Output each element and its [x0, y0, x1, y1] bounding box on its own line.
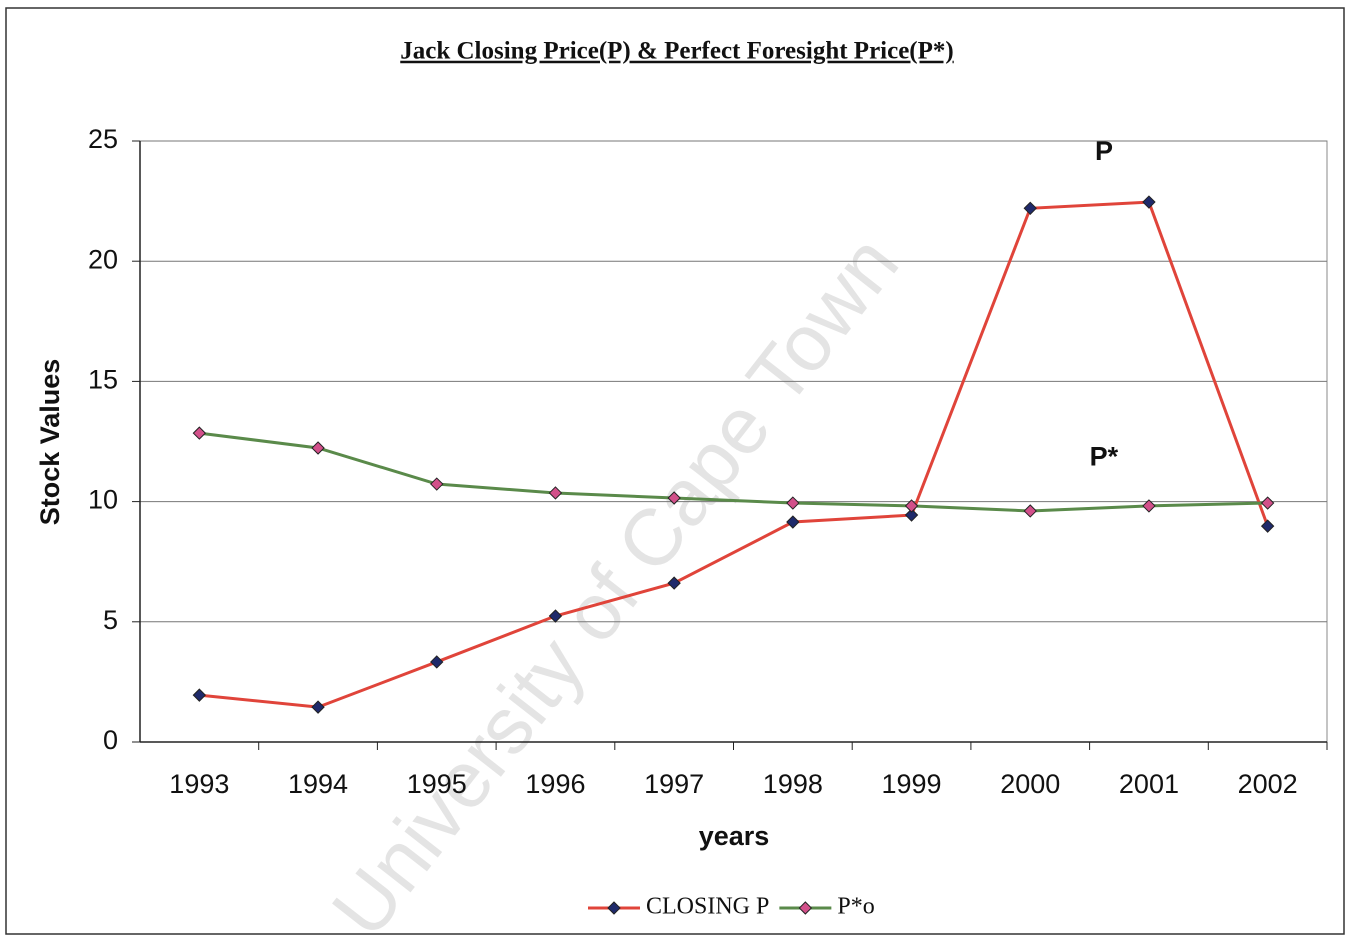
series-line — [199, 431, 1268, 513]
marker — [430, 655, 444, 669]
y-tick-label: 0 — [103, 725, 118, 755]
y-tick-label: 15 — [88, 365, 118, 395]
marker — [1023, 201, 1037, 216]
legend-label: CLOSING P — [646, 894, 769, 920]
marker — [904, 508, 919, 522]
legend-label: P*o — [837, 894, 874, 920]
marker — [192, 426, 207, 440]
marker — [1142, 499, 1156, 513]
annotation: P* — [1090, 441, 1119, 471]
x-axis-label: years — [699, 821, 770, 851]
marker — [904, 499, 919, 513]
marker — [1260, 519, 1275, 533]
marker — [311, 700, 325, 714]
x-tick-label: 1996 — [525, 769, 585, 799]
y-axis-label: Stock Values — [35, 359, 65, 526]
x-tick-label: 1998 — [763, 769, 823, 799]
chart-title: Jack Closing Price(P) & Perfect Foresigh… — [400, 38, 953, 65]
y-tick-label: 10 — [88, 485, 118, 515]
marker — [192, 688, 207, 702]
marker — [1260, 496, 1275, 510]
marker — [430, 477, 444, 491]
chart-border — [5, 7, 1345, 935]
x-tick-label: 1994 — [288, 769, 348, 799]
marker — [548, 486, 563, 500]
x-tick-label: 1997 — [644, 769, 704, 799]
x-tick-label: 1999 — [882, 769, 942, 799]
x-tick-label: 2001 — [1119, 769, 1179, 799]
marker — [311, 441, 325, 455]
x-tick-label: 2002 — [1238, 769, 1298, 799]
series-line — [199, 200, 1270, 709]
marker — [548, 609, 563, 623]
marker — [667, 576, 681, 590]
x-tick-label: 1995 — [407, 769, 467, 799]
y-tick-label: 5 — [103, 605, 118, 635]
x-tick-label: 1993 — [169, 769, 229, 799]
y-tick-label: 25 — [88, 124, 118, 154]
marker — [1142, 195, 1156, 209]
annotation: P — [1095, 136, 1113, 166]
legend-marker — [798, 901, 813, 915]
marker — [1023, 504, 1037, 518]
x-tick-label: 2000 — [1000, 769, 1060, 799]
watermark: University of Cape Town — [315, 219, 915, 937]
marker — [786, 496, 800, 510]
y-tick-label: 20 — [88, 244, 118, 274]
legend-marker — [607, 901, 621, 915]
marker — [667, 491, 681, 505]
marker — [786, 515, 800, 529]
